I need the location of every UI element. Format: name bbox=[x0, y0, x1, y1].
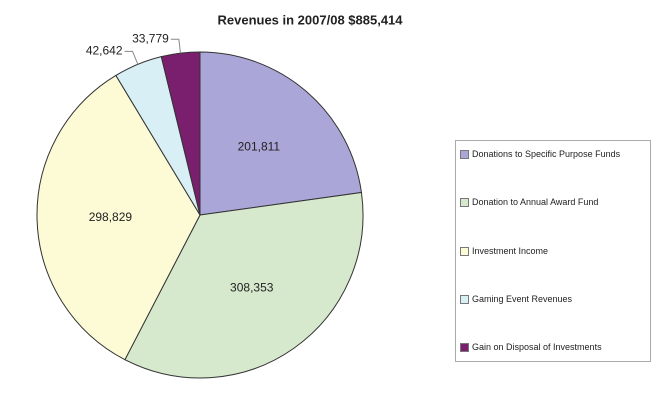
leader-line bbox=[170, 38, 182, 54]
data-label: 33,779 bbox=[132, 31, 169, 45]
legend-label: Donations to Specific Purpose Funds bbox=[472, 149, 621, 159]
pie-slice bbox=[124, 191, 364, 379]
legend-swatch bbox=[460, 246, 469, 256]
legend-label: Gain on Disposal of Investments bbox=[472, 342, 602, 352]
leader-line bbox=[124, 50, 139, 65]
data-label: 42,642 bbox=[86, 44, 123, 58]
legend-item: Gain on Disposal of Investments bbox=[460, 342, 646, 353]
legend-item: Donations to Specific Purpose Funds bbox=[460, 149, 646, 160]
chart-title: Revenues in 2007/08 $885,414 bbox=[217, 12, 403, 27]
legend-item: Gaming Event Revenues bbox=[460, 294, 646, 305]
legend-swatch bbox=[460, 150, 469, 159]
legend-swatch bbox=[460, 294, 469, 304]
legend-label: Investment Income bbox=[472, 245, 549, 256]
legend-swatch bbox=[460, 343, 469, 352]
legend-label: Donation to Annual Award Fund bbox=[472, 197, 599, 208]
legend-label: Gaming Event Revenues bbox=[472, 293, 573, 304]
legend-item: Investment Income bbox=[460, 246, 646, 257]
data-label: 298,829 bbox=[89, 210, 133, 224]
pie-slice bbox=[160, 51, 201, 216]
data-label: 308,353 bbox=[230, 280, 274, 294]
legend-swatch bbox=[460, 198, 469, 208]
legend: Donations to Specific Purpose Funds Donat… bbox=[455, 140, 651, 362]
legend-item: Donation to Annual Award Fund bbox=[460, 197, 646, 208]
pie-slice bbox=[36, 74, 201, 361]
pie-slice bbox=[199, 51, 362, 216]
data-label: 201,811 bbox=[238, 140, 281, 154]
